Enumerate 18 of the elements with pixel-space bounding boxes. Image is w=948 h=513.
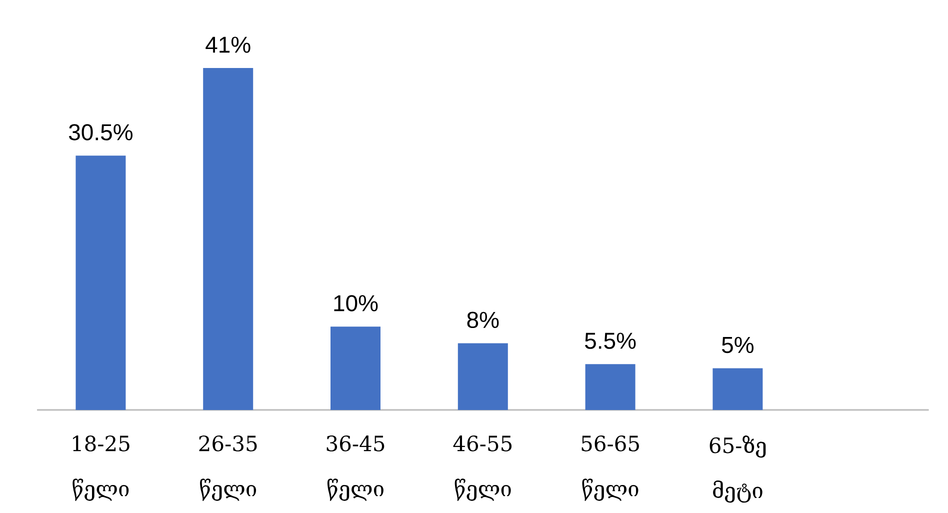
category-label: 26-35 წელი <box>199 436 257 501</box>
bar <box>76 156 126 410</box>
bar <box>712 368 763 410</box>
data-label: 10% <box>334 295 378 312</box>
data-label: 30.5% <box>68 124 132 140</box>
category-label: 36-45 წელი <box>326 436 384 501</box>
bar <box>330 326 380 410</box>
category-label: 56-65 წელი <box>582 436 639 501</box>
x-tick-label: 65-ზე მეტი <box>710 436 766 503</box>
data-label: 5% <box>722 336 754 354</box>
data-label: 5.5% <box>585 332 636 349</box>
data-label: 41% <box>206 36 250 53</box>
bar <box>458 343 508 410</box>
data-label: 8% <box>467 312 499 328</box>
category-label: 18-25 წელი <box>72 436 130 501</box>
bar <box>203 68 254 410</box>
bar <box>585 364 636 410</box>
category-label: 46-55 წელი <box>453 436 512 501</box>
